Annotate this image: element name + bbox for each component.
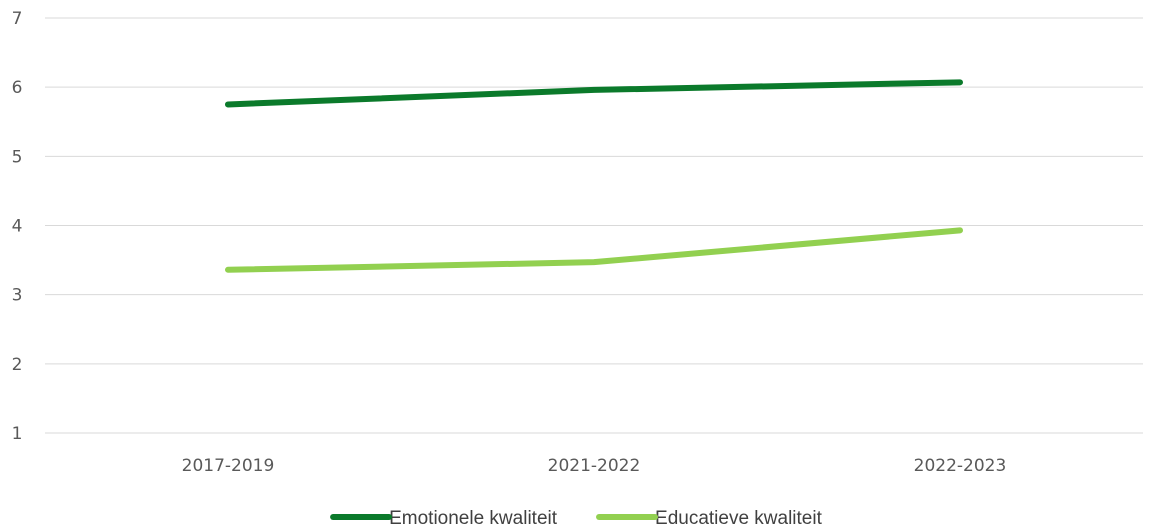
series-line-2 [225,227,963,273]
y-tick-label: 7 [12,9,23,29]
legend: Emotionele kwaliteit Educatieve kwaliteit [330,508,823,526]
data-point [959,81,961,83]
legend-label-1: Emotionele kwaliteit [389,508,558,526]
series-line-1 [225,79,963,108]
data-point [593,89,595,91]
y-tick-label: 4 [12,217,23,237]
y-tick-label: 2 [12,355,23,375]
y-tick-label: 3 [12,286,23,306]
y-tick-label: 5 [12,147,23,167]
legend-label-2: Educatieve kwaliteit [655,508,823,526]
data-point [227,103,229,105]
series-lines [225,79,963,273]
x-tick-label: 2021-2022 [548,456,641,476]
data-point [959,229,961,231]
y-axis-ticks: 1 2 3 4 5 6 7 [12,9,23,444]
y-tick-label: 1 [12,424,23,444]
x-tick-label: 2022-2023 [914,456,1007,476]
gridlines [45,17,1143,434]
y-tick-label: 6 [12,78,23,98]
data-point [593,261,595,263]
data-point [227,269,229,271]
x-tick-label: 2017-2019 [182,456,275,476]
x-axis-ticks: 2017-2019 2021-2022 2022-2023 [182,456,1007,476]
